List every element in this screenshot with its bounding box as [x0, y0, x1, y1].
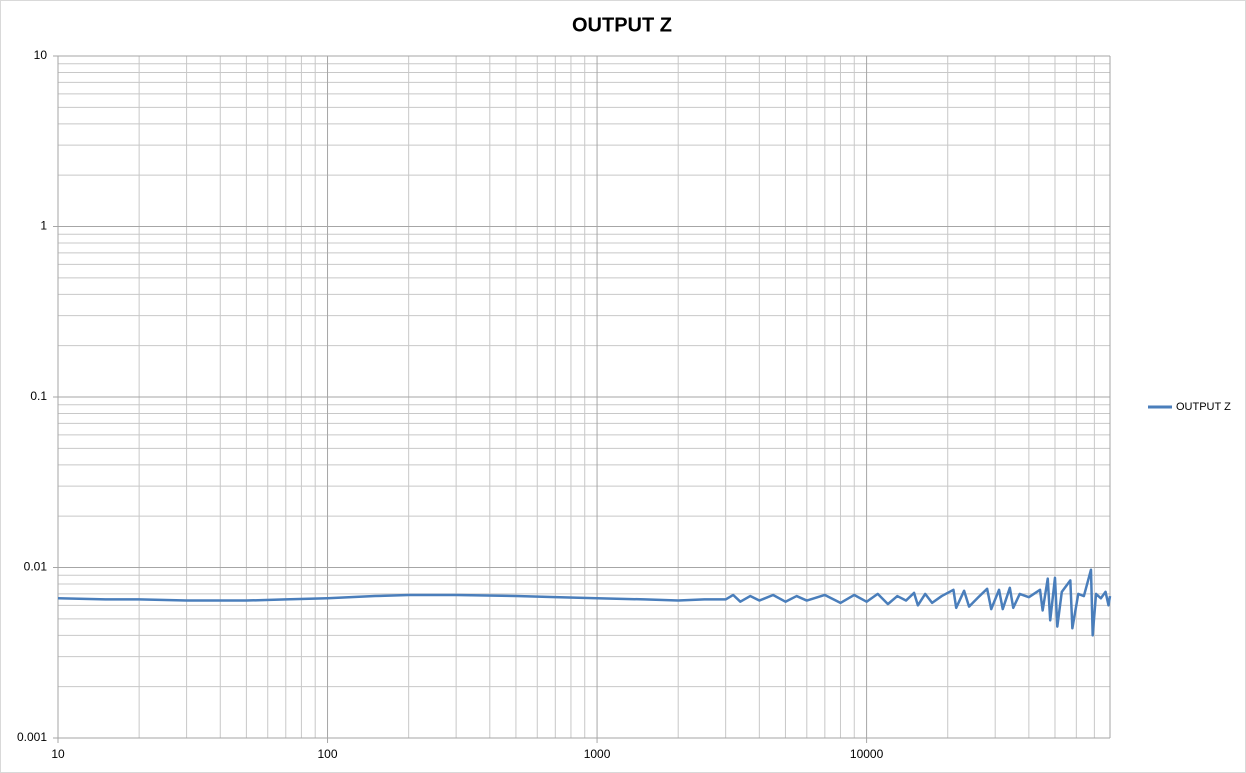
- y-tick-label: 0.001: [17, 730, 47, 744]
- y-tick-label: 0.1: [30, 389, 47, 403]
- x-tick-label: 1000: [584, 747, 611, 761]
- data-line: [57, 568, 1112, 637]
- chart-title: OUTPUT Z: [572, 14, 672, 36]
- x-tick-label: 100: [318, 747, 338, 761]
- x-tick-label: 10: [51, 747, 65, 761]
- x-tick-label: 10000: [850, 747, 884, 761]
- y-tick-label: 10: [34, 48, 48, 62]
- y-tick-label: 1: [40, 219, 47, 233]
- legend-label: OUTPUT Z: [1176, 401, 1231, 413]
- y-tick-label: 0.01: [24, 560, 48, 574]
